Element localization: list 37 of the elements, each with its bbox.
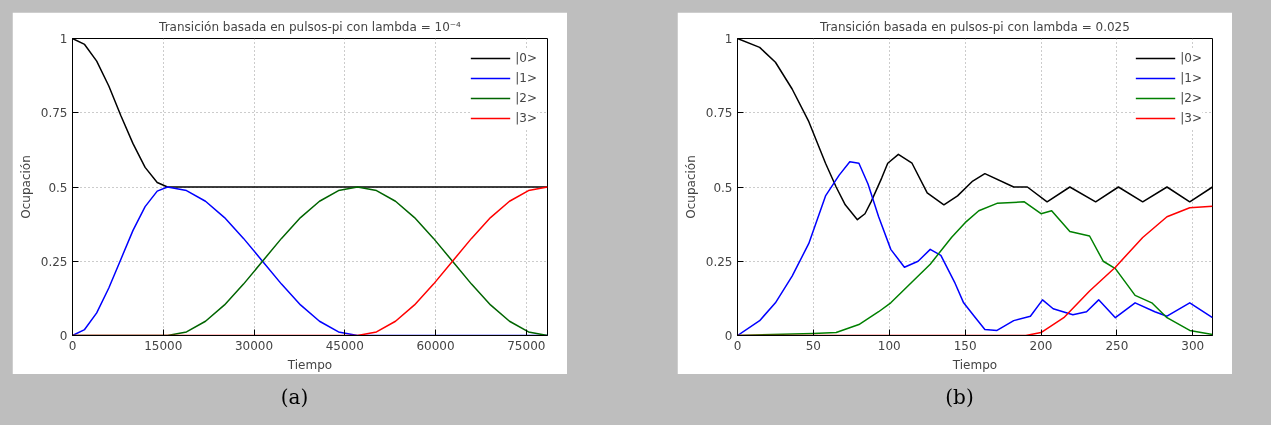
legend-label: |1> bbox=[1180, 71, 1202, 85]
y-tick-label: 0.75 bbox=[40, 106, 68, 121]
y-tick-label: 0.5 bbox=[48, 180, 68, 195]
y-tick-label: 0.5 bbox=[713, 180, 733, 195]
x-tick-label: 75000 bbox=[507, 338, 546, 353]
legend-label: |0> bbox=[515, 51, 537, 65]
legend-label: |0> bbox=[1180, 51, 1202, 65]
y-tick-label: 1 bbox=[59, 32, 68, 46]
y-tick-label: 0 bbox=[724, 329, 733, 343]
x-tick-label: 60000 bbox=[416, 338, 455, 353]
legend-label: |3> bbox=[1180, 111, 1202, 125]
x-axis-title: Tiempo bbox=[286, 357, 333, 372]
legend-label: |2> bbox=[1180, 91, 1202, 105]
x-axis-title: Tiempo bbox=[951, 357, 998, 372]
y-axis-title: Ocupación bbox=[18, 155, 33, 219]
y-tick-label: 1 bbox=[724, 32, 733, 46]
x-tick-label: 250 bbox=[1105, 338, 1129, 353]
x-tick-label: 50 bbox=[805, 338, 822, 353]
x-tick-label: 300 bbox=[1181, 338, 1205, 353]
x-tick-label: 200 bbox=[1029, 338, 1053, 353]
x-tick-label: 15000 bbox=[144, 338, 183, 353]
legend-label: |1> bbox=[515, 71, 537, 85]
y-tick-label: 0 bbox=[59, 329, 68, 343]
chart-title: Transición basada en pulsos-pi con lambda = 10⁻⁴ bbox=[158, 19, 462, 34]
x-tick-label: 150 bbox=[953, 338, 977, 353]
x-tick-label: 100 bbox=[877, 338, 901, 353]
x-tick-label: 45000 bbox=[325, 338, 364, 353]
text: (b) bbox=[945, 384, 974, 411]
y-tick-label: 0.25 bbox=[705, 254, 733, 269]
y-axis-title: Ocupación bbox=[683, 155, 698, 219]
chart-title: Transición basada en pulsos-pi con lambda = 0.025 bbox=[819, 19, 1130, 34]
y-tick-label: 0.25 bbox=[40, 254, 68, 269]
y-tick-label: 0.75 bbox=[705, 106, 733, 121]
legend-label: |3> bbox=[515, 111, 537, 125]
x-tick-label: 30000 bbox=[234, 338, 274, 353]
legend-label: |2> bbox=[515, 91, 537, 105]
text: (a) bbox=[280, 384, 309, 411]
